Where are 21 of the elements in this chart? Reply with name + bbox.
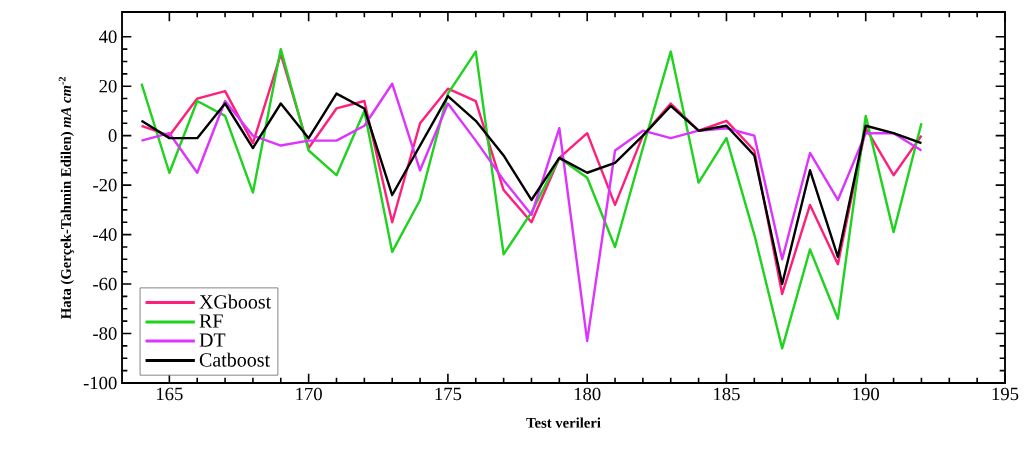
y-tick-label: 40 bbox=[98, 30, 117, 44]
x-tick-label: 170 bbox=[296, 387, 322, 401]
legend-label: RF bbox=[199, 314, 223, 328]
y-tick-label: -80 bbox=[93, 327, 117, 340]
y-tick-label: -60 bbox=[93, 277, 117, 291]
y-tick-label: -100 bbox=[83, 376, 117, 390]
y-tick-label: -20 bbox=[93, 178, 117, 192]
legend-label: DT bbox=[199, 333, 226, 347]
legend-label: XGboost bbox=[199, 294, 272, 309]
y-tick-label: 0 bbox=[108, 129, 117, 142]
x-tick-label: 190 bbox=[853, 387, 880, 401]
y-tick-label: -40 bbox=[93, 228, 117, 241]
x-tick-label: 180 bbox=[574, 387, 601, 401]
x-tick-label: 195 bbox=[992, 387, 1019, 401]
x-tick-label: 175 bbox=[435, 387, 462, 401]
x-tick-label: 165 bbox=[157, 387, 183, 401]
y-tick-label: 20 bbox=[99, 79, 117, 93]
y-axis-title: Hata (Gerçek-Tahmin Edilen) mA cm$^{-2}$ bbox=[58, 76, 74, 319]
x-tick-label: 185 bbox=[714, 387, 740, 401]
legend-label: Catboost bbox=[199, 352, 270, 367]
x-axis-title: Test verileri bbox=[526, 417, 601, 428]
